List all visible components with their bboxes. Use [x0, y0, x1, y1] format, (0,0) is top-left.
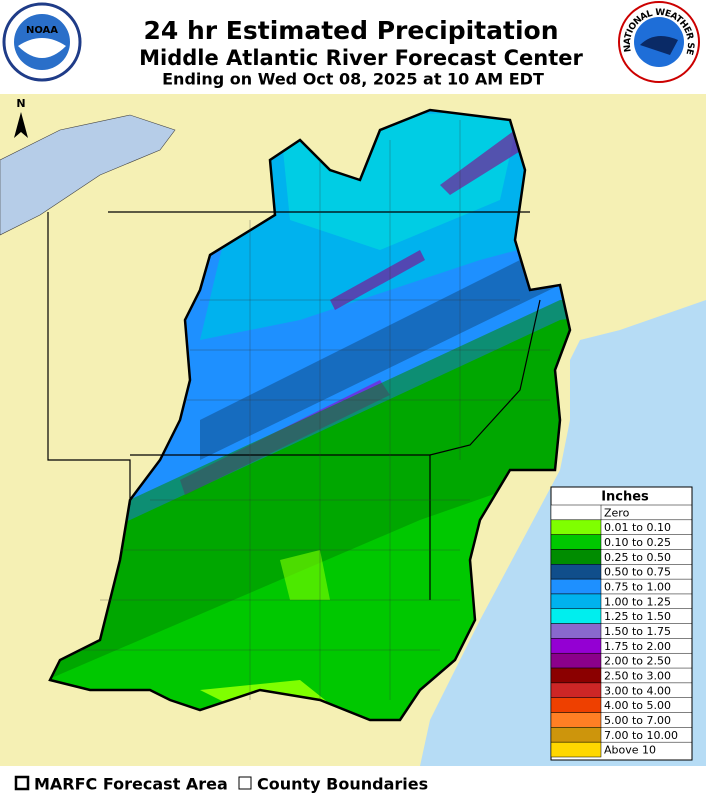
noaa-logo: NOAA	[2, 2, 82, 82]
legend-swatch	[550, 564, 602, 580]
north-arrow	[14, 112, 28, 138]
legend-swatch	[550, 697, 602, 713]
north-label: N	[16, 97, 25, 110]
legend-label: 0.25 to 0.50	[604, 551, 671, 564]
footer-bg	[0, 766, 706, 796]
legend-label: 5.00 to 7.00	[604, 714, 671, 727]
legend-swatch	[550, 741, 602, 758]
legend-swatch	[550, 593, 602, 610]
legend: Inches Zero 0.01 to 0.10 0.10 to 0.25 0.25 …	[550, 486, 693, 761]
legend-label: 1.25 to 1.50	[604, 610, 671, 623]
legend-swatch	[550, 623, 602, 639]
title: 24 hr Estimated Precipitation	[143, 16, 558, 45]
legend-label: 0.01 to 0.10	[604, 521, 671, 534]
legend-label: Zero	[604, 506, 630, 519]
noaa-logo-text: NOAA	[26, 25, 58, 36]
legend-swatch	[550, 652, 602, 669]
legend-label: 3.00 to 4.00	[604, 684, 671, 697]
legend-label: 0.75 to 1.00	[604, 581, 671, 594]
legend-swatch	[550, 638, 602, 654]
footer-label: County Boundaries	[257, 775, 428, 794]
lake-ontario	[0, 114, 176, 236]
footer-swatch	[14, 775, 30, 791]
legend-swatch	[550, 549, 602, 565]
legend-title: Inches	[601, 490, 649, 505]
header-bg	[0, 0, 706, 94]
legend-swatch	[550, 578, 602, 595]
map: N	[0, 94, 706, 766]
footer-label: MARFC Forecast Area	[34, 775, 228, 794]
legend-swatch	[550, 608, 602, 624]
legend-label: Above 10	[604, 744, 656, 757]
state-lines	[47, 211, 541, 600]
footer-swatch	[238, 776, 252, 790]
legend-swatch	[550, 727, 602, 743]
county-lines	[80, 120, 550, 700]
legend-label: 1.00 to 1.25	[604, 595, 671, 608]
legend-swatch	[550, 667, 602, 684]
legend-label: 2.50 to 3.00	[604, 669, 671, 682]
legend-swatch	[550, 504, 602, 521]
legend-swatch	[550, 682, 602, 698]
legend-label: 0.50 to 0.75	[604, 566, 671, 579]
valid-time: Ending on Wed Oct 08, 2025 at 10 AM EDT	[162, 70, 544, 89]
legend-label: 2.00 to 2.50	[604, 655, 671, 668]
legend-label: 0.10 to 0.25	[604, 536, 671, 549]
legend-label: 1.75 to 2.00	[604, 640, 671, 653]
legend-label: 7.00 to 10.00	[604, 729, 678, 742]
legend-swatch	[550, 519, 602, 535]
legend-swatch	[550, 534, 602, 550]
subtitle: Middle Atlantic River Forecast Center	[139, 46, 583, 70]
legend-swatch	[550, 712, 602, 728]
legend-label: 4.00 to 5.00	[604, 699, 671, 712]
legend-label: 1.50 to 1.75	[604, 625, 671, 638]
